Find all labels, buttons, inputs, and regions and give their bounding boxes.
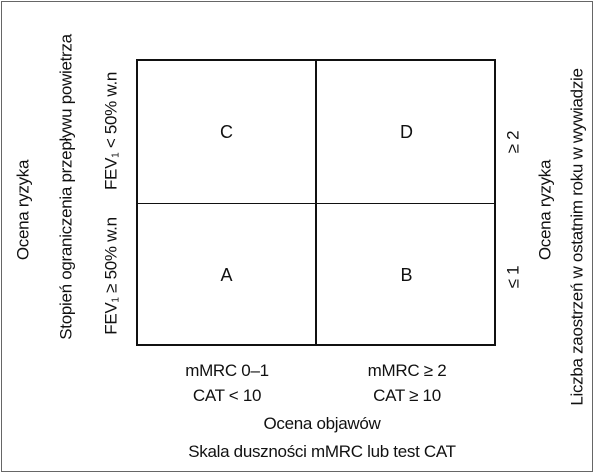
left-tick-upper: FEV1 < 50% w.n	[101, 71, 122, 191]
left-axis-title: Ocena ryzyka	[13, 159, 33, 261]
right-tick-lower: ≤ 1	[503, 265, 523, 289]
left-axis-subtitle: Stopień ograniczenia przepływu powietrza	[56, 34, 76, 340]
right-axis-subtitle: Liczba zaostrzeń w ostatnim roku w wywia…	[567, 68, 587, 406]
quadrant-c: C	[220, 122, 233, 142]
x-tick-col2-line2: CAT ≥ 10	[373, 386, 441, 405]
quadrant-a: A	[220, 265, 233, 285]
grid-horizontal-divider	[136, 203, 496, 204]
x-tick-col1-line2: CAT < 10	[192, 386, 262, 405]
right-axis-title: Ocena ryzyka	[535, 159, 555, 261]
x-tick-col2-line1: mMRC ≥ 2	[367, 361, 447, 380]
grid-vertical-divider	[315, 59, 317, 346]
quadrant-d: D	[400, 122, 413, 142]
x-tick-col1-line1: mMRC 0–1	[185, 361, 269, 380]
right-tick-upper: ≥ 2	[503, 130, 523, 154]
quadrant-b: B	[400, 265, 413, 285]
left-tick-lower: FEV1 ≥ 50% w.n	[101, 217, 122, 335]
x-axis-title: Ocena objawów	[263, 414, 381, 433]
x-axis-subtitle: Skala duszności mMRC lub test CAT	[188, 442, 456, 461]
